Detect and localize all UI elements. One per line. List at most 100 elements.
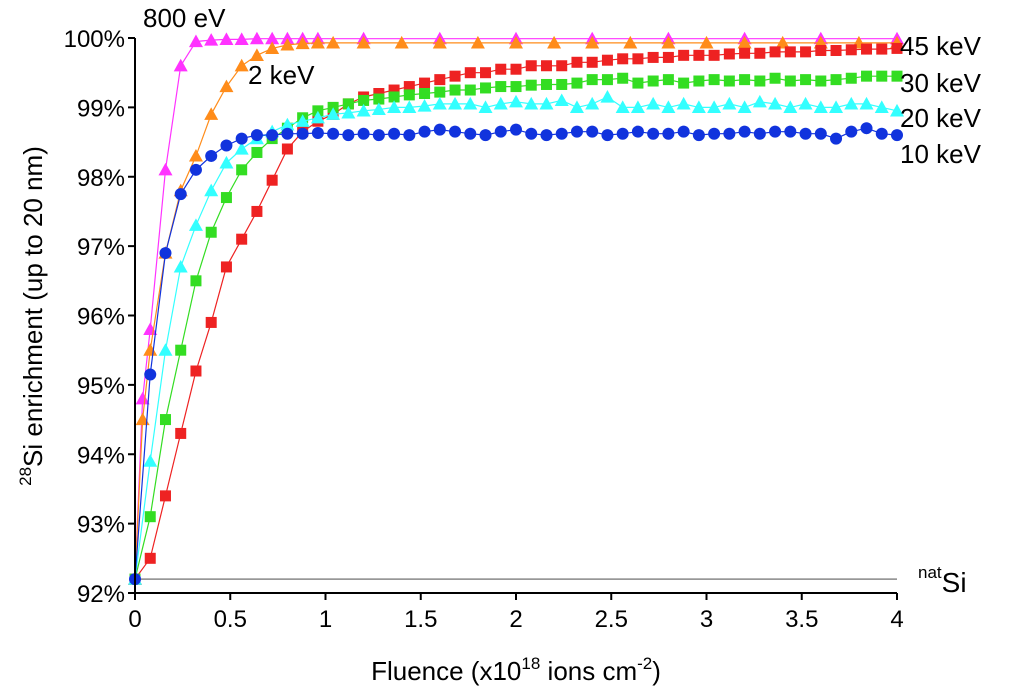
x-tick-label: 2 — [509, 606, 522, 633]
data-point — [586, 56, 598, 68]
data-point — [859, 96, 874, 110]
data-point — [143, 343, 158, 356]
data-point — [419, 88, 431, 99]
data-point — [143, 322, 158, 335]
data-point — [417, 98, 432, 112]
data-point — [326, 35, 341, 49]
data-point — [464, 84, 476, 96]
data-point — [510, 81, 522, 93]
data-point — [356, 35, 371, 49]
series-line — [134, 75, 897, 580]
x-axis-title-suffix: ) — [652, 656, 661, 686]
data-point — [388, 91, 400, 103]
data-point — [783, 100, 798, 113]
data-point — [845, 125, 858, 138]
data-point — [266, 129, 279, 142]
data-point — [265, 31, 280, 45]
data-point — [571, 56, 583, 68]
data-point — [173, 259, 188, 273]
data-point — [371, 102, 386, 116]
data-point — [327, 127, 340, 140]
data-point — [236, 233, 248, 245]
data-point — [463, 96, 478, 110]
data-point — [296, 127, 309, 140]
data-point — [601, 54, 613, 66]
y-axis-title: 28Si enrichment (up to 20 nm) — [16, 146, 48, 486]
data-point — [861, 43, 873, 55]
y-tick-label: 97% — [77, 234, 125, 261]
data-point — [547, 35, 562, 49]
data-point — [617, 72, 629, 84]
data-point — [144, 368, 157, 381]
data-point — [295, 36, 310, 50]
y-tick-label: 92% — [77, 581, 125, 608]
series-label: 10 keV — [900, 139, 982, 169]
data-point — [373, 93, 385, 105]
series-label: 2 keV — [248, 60, 315, 90]
data-point — [249, 31, 264, 45]
data-point — [661, 100, 676, 113]
data-point — [188, 34, 203, 48]
series-line — [134, 127, 898, 580]
data-point — [159, 247, 172, 260]
data-point — [387, 100, 402, 113]
data-point — [815, 44, 827, 56]
data-point — [632, 53, 644, 65]
y-axis-title-sup: 28 — [16, 467, 35, 486]
series-label: 30 keV — [900, 68, 982, 98]
data-point — [236, 164, 248, 176]
data-point — [394, 35, 409, 49]
data-point — [403, 129, 416, 142]
data-point — [875, 127, 888, 140]
data-point — [876, 43, 888, 55]
series-line — [134, 38, 897, 580]
data-point — [219, 155, 234, 169]
data-point — [784, 46, 796, 58]
series-20-kev — [128, 89, 904, 585]
data-point — [646, 96, 661, 110]
data-point — [510, 123, 522, 136]
data-point — [585, 35, 600, 49]
data-point — [891, 70, 903, 82]
data-point — [310, 110, 325, 124]
data-point — [615, 100, 630, 113]
data-point — [175, 427, 187, 439]
data-point — [876, 70, 888, 82]
data-point — [525, 60, 537, 72]
data-point — [691, 100, 706, 113]
data-point — [470, 35, 485, 49]
data-point — [188, 218, 203, 231]
data-point — [540, 78, 552, 90]
data-point — [234, 32, 249, 45]
x-axis-title: Fluence (x1018 ions cm-2) — [371, 654, 661, 686]
data-point — [234, 58, 249, 72]
data-point — [495, 63, 507, 75]
data-point — [509, 94, 523, 108]
series-label: 800 eV — [143, 3, 226, 33]
data-point — [479, 129, 492, 142]
x-tick-label: 2.5 — [595, 606, 628, 633]
data-point — [402, 100, 417, 113]
data-point — [478, 100, 493, 113]
data-point — [219, 32, 234, 45]
label-group: 800 eV 2 keV 45 keV 30 keV 20 keV 10 keV — [143, 3, 982, 169]
data-point — [265, 41, 280, 55]
data-point — [815, 75, 827, 87]
data-point — [249, 48, 264, 61]
data-point — [571, 77, 583, 89]
data-point — [586, 125, 599, 138]
data-point — [281, 143, 293, 155]
data-point — [699, 35, 714, 49]
data-point — [722, 96, 737, 110]
x-axis-title-middle: ions cm — [540, 656, 637, 686]
data-point — [234, 142, 249, 155]
data-point — [251, 205, 263, 217]
x-tick-label: 1 — [319, 606, 332, 633]
data-point — [341, 105, 356, 119]
data-point — [844, 96, 859, 110]
series-group — [128, 31, 904, 586]
data-point — [190, 275, 202, 287]
data-point — [768, 96, 783, 110]
x-axis-title-sup: 18 — [521, 654, 540, 673]
